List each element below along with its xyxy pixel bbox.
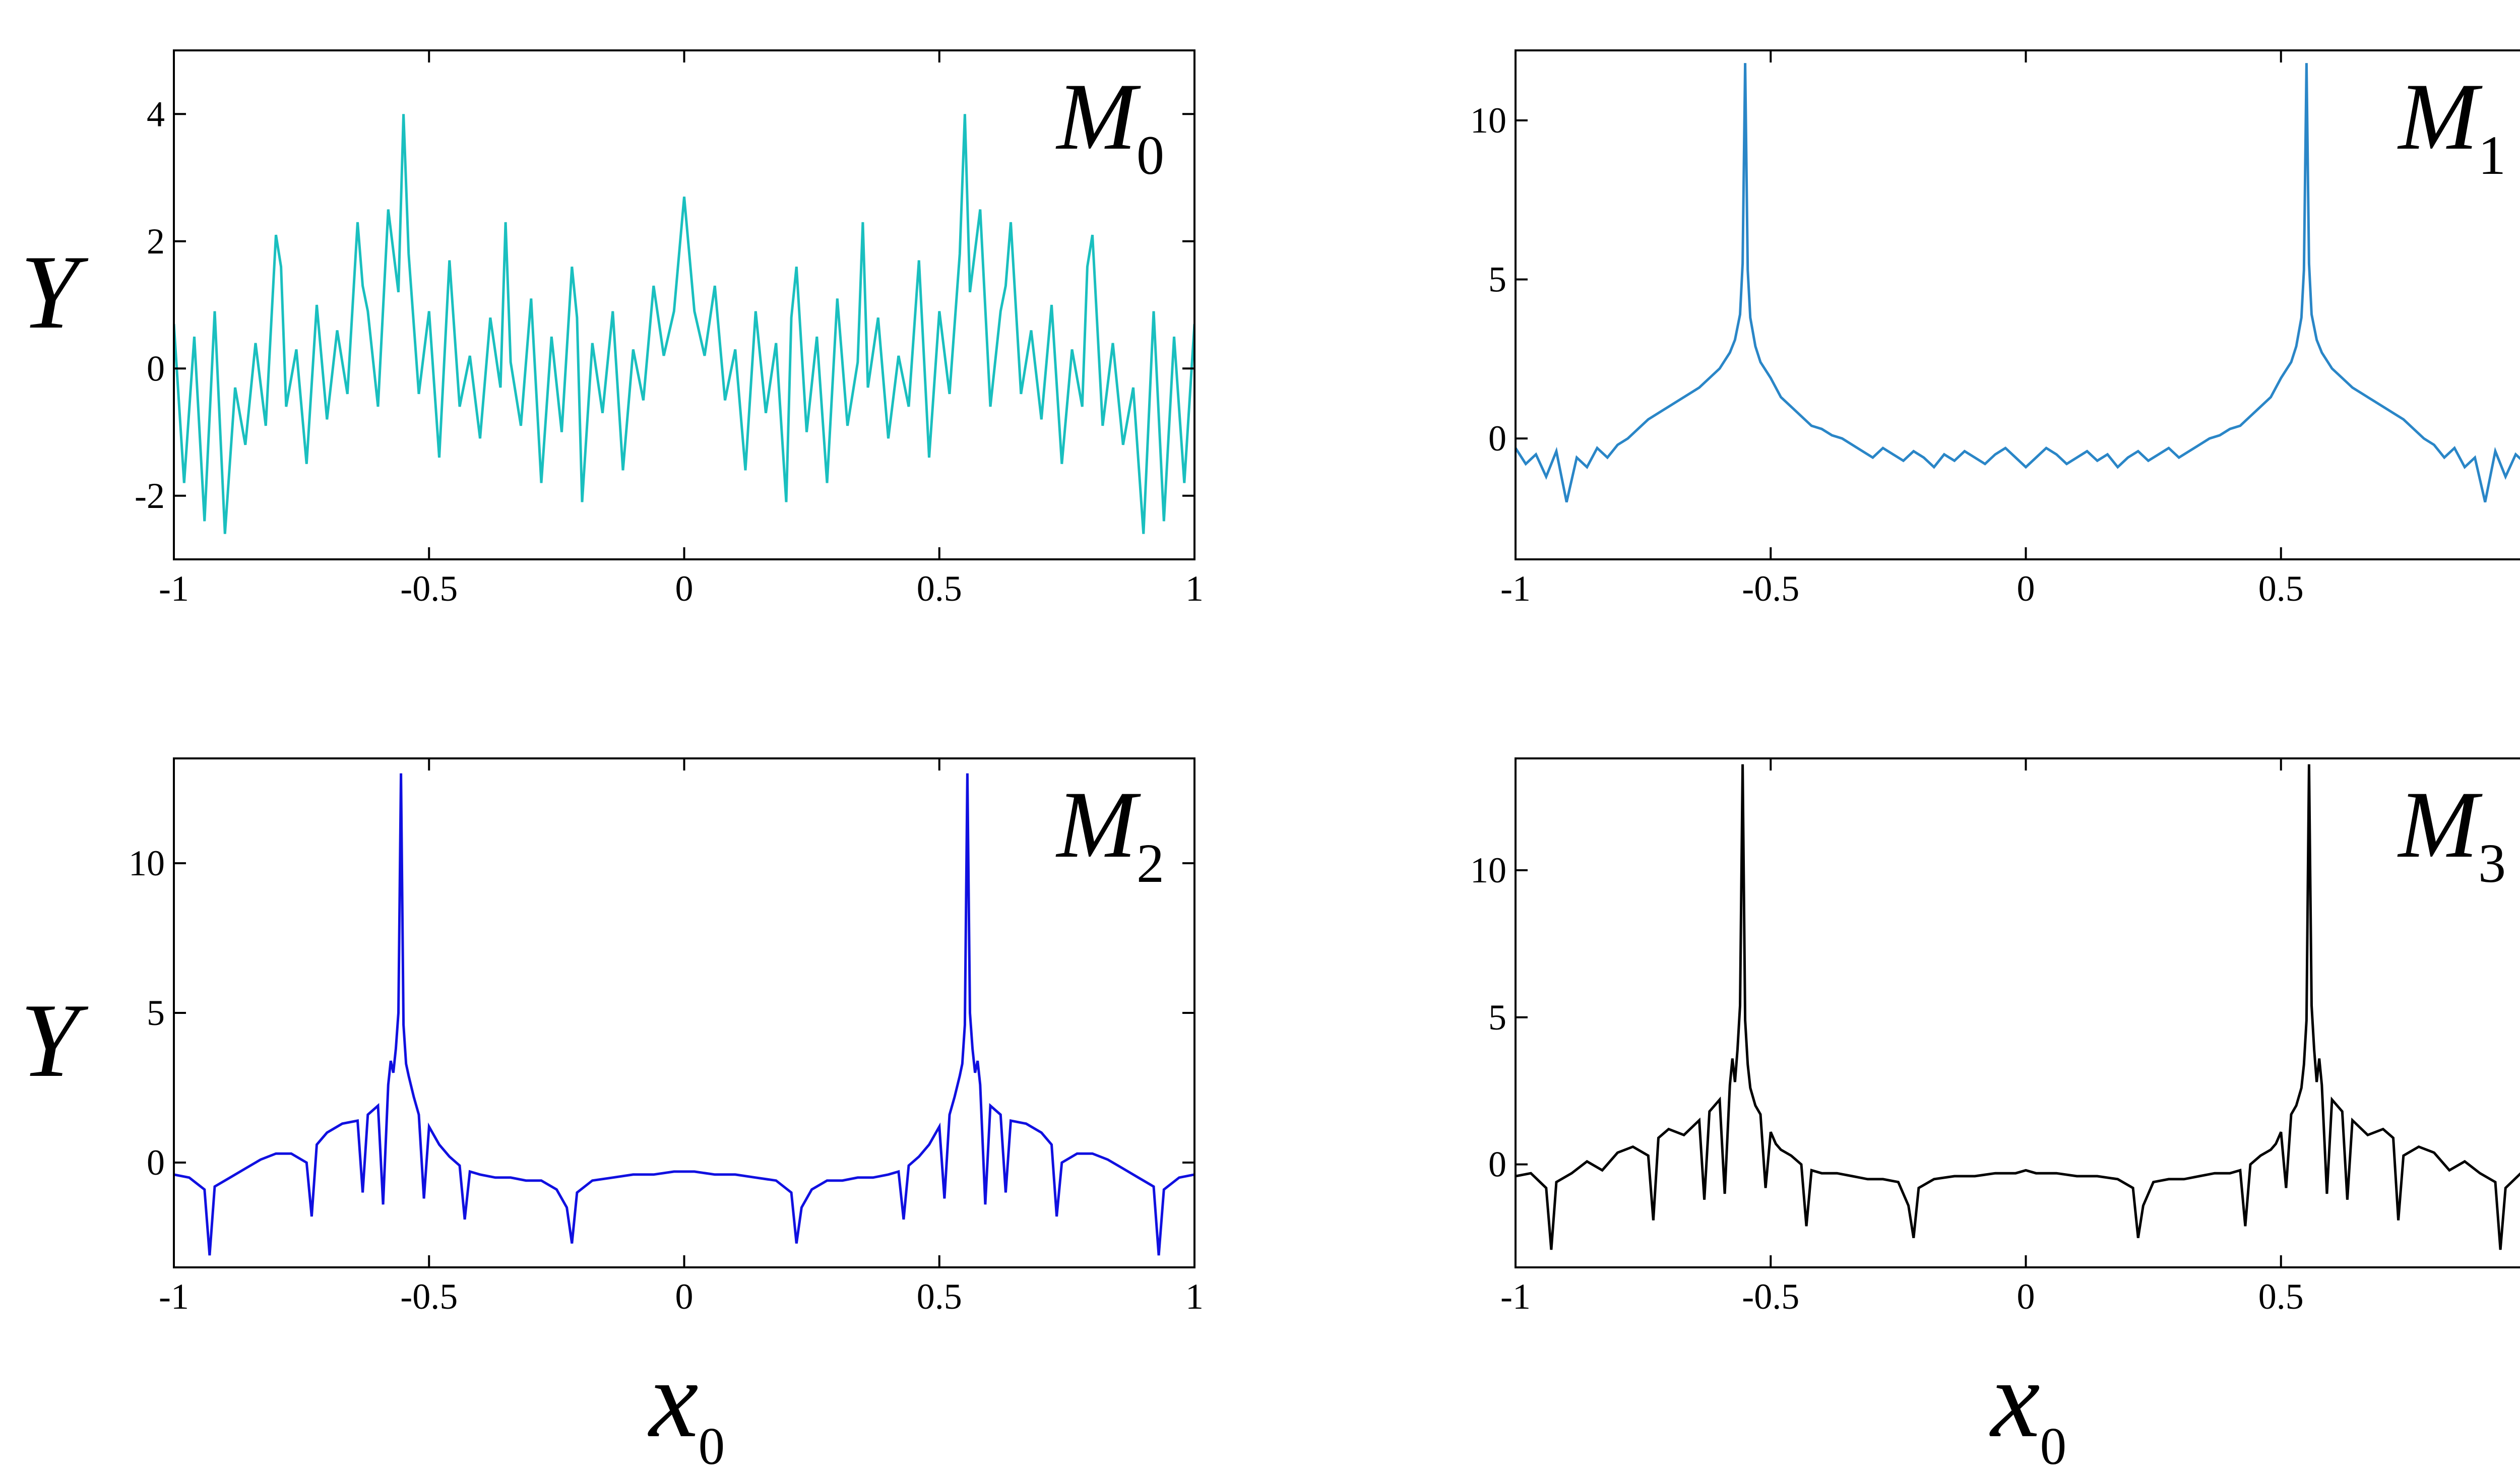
chart-panel-1: -1-0.500.510510M1 <box>1470 49 2520 609</box>
y-tick-label: 2 <box>147 221 165 262</box>
x-tick-label: 0.5 <box>917 568 962 609</box>
y-tick-label: -2 <box>135 476 165 516</box>
panel-label-subscript: 1 <box>2478 124 2506 186</box>
x-axis-label-main: x <box>1989 1337 2040 1460</box>
x-tick-label: 0 <box>675 1276 694 1317</box>
axes-frame <box>1515 757 2520 1268</box>
x-tick-label: 1 <box>1185 1276 1204 1317</box>
y-axis-label: Y <box>20 234 89 351</box>
x-tick-label: 0.5 <box>917 1276 962 1317</box>
x-tick-label: -0.5 <box>1742 568 1799 609</box>
panel-label: M0 <box>1055 64 1164 186</box>
y-tick-label: 0 <box>1488 1144 1506 1185</box>
panel-label-subscript: 2 <box>1137 832 1164 894</box>
y-tick-label: 5 <box>1488 997 1506 1038</box>
y-tick-label: 0 <box>147 348 165 389</box>
y-axis-label: Y <box>20 982 89 1099</box>
y-tick-label: 10 <box>1470 100 1506 141</box>
y-tick-label: 4 <box>147 94 165 134</box>
panel-label: M2 <box>1055 772 1164 894</box>
x-tick-label: -0.5 <box>1742 1276 1799 1317</box>
y-tick-label: 5 <box>147 993 165 1033</box>
panel-label-main: M <box>2397 64 2483 170</box>
panel-label-main: M <box>1055 772 1141 878</box>
x-axis-label-subscript: 0 <box>2040 1417 2067 1475</box>
x-tick-label: 0 <box>2017 568 2035 609</box>
y-tick-label: 5 <box>1488 260 1506 300</box>
x-axis-label: x0 <box>1989 1337 2066 1475</box>
y-tick-label: 10 <box>1470 850 1506 890</box>
x-tick-label: -0.5 <box>400 1276 458 1317</box>
x-tick-label: 1 <box>1185 568 1204 609</box>
y-tick-label: 0 <box>1488 418 1506 459</box>
y-tick-label: 0 <box>147 1142 165 1183</box>
x-tick-label: -1 <box>159 1276 189 1317</box>
x-tick-label: -0.5 <box>400 568 458 609</box>
x-tick-label: 0.5 <box>2258 1276 2304 1317</box>
panel-label-subscript: 0 <box>1137 124 1164 186</box>
x-axis-label-subscript: 0 <box>699 1417 725 1475</box>
axes-frame <box>173 757 1195 1268</box>
x-tick-label: -1 <box>159 568 189 609</box>
x-tick-label: -1 <box>1500 568 1531 609</box>
panel-label-main: M <box>1055 64 1141 170</box>
y-tick-label: 10 <box>129 843 165 883</box>
x-axis-label: x0 <box>648 1337 725 1475</box>
series-line <box>174 773 1194 1256</box>
x-tick-label: -1 <box>1500 1276 1531 1317</box>
axes-frame <box>173 49 1195 560</box>
panel-label: M3 <box>2397 772 2506 894</box>
axes-frame <box>1515 49 2520 560</box>
x-tick-label: 0 <box>2017 1276 2035 1317</box>
series-line <box>1516 764 2520 1250</box>
x-axis-label-main: x <box>648 1337 699 1460</box>
x-tick-label: 0 <box>675 568 694 609</box>
chart-panel-3: -1-0.500.510510M3 <box>1470 757 2520 1317</box>
panel-label-main: M <box>2397 772 2483 878</box>
panel-label-subscript: 3 <box>2478 832 2506 894</box>
series-line <box>1516 63 2520 502</box>
x-tick-label: 0.5 <box>2258 568 2304 609</box>
series-line <box>174 114 1194 534</box>
panel-label: M1 <box>2397 64 2506 186</box>
